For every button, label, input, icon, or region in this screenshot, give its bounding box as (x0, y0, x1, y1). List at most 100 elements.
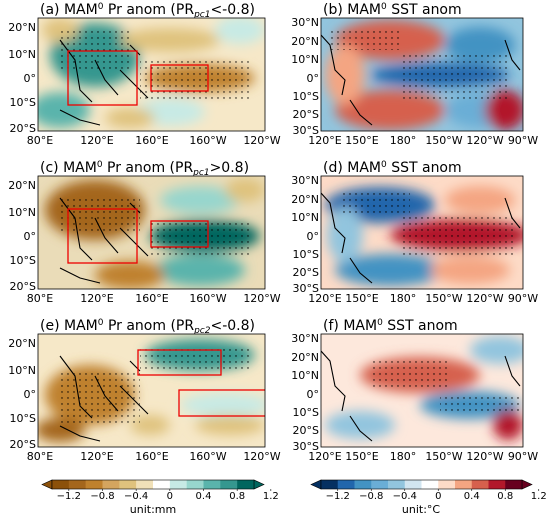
colorbar-swatch (153, 480, 171, 489)
tick-label: 20°S (10, 438, 36, 451)
tick-label: 120°W (243, 450, 280, 463)
tick-label: 30°S (293, 282, 319, 295)
colorbar-extend-low (41, 479, 53, 490)
tick-label: 20°N (291, 35, 319, 48)
colorbar-swatch (220, 480, 238, 489)
panel-a-map (38, 18, 265, 131)
colorbar-swatch (52, 480, 70, 489)
tick-label: 80°E (27, 134, 53, 147)
tick-label: 20°S (293, 424, 319, 437)
colorbar-tick-label: −1.2 (326, 491, 350, 502)
tick-label: 120°E (80, 134, 113, 147)
colorbar-tick-label: −1.2 (57, 491, 81, 502)
panel-d: (d) MAM0 SST anom (320, 160, 524, 290)
colorbar-tick-label: −0.8 (90, 491, 114, 502)
tick-label: 180° (390, 134, 417, 147)
panel-b: (b) MAM0 SST anom (320, 2, 524, 132)
tick-label: 10°N (291, 211, 319, 224)
colorbar-swatch (471, 480, 489, 489)
tick-label: 90°W (508, 292, 538, 305)
colorbar-tick-label: 0.4 (196, 491, 212, 502)
tick-label: 10°S (10, 412, 36, 425)
tick-label: 20°N (291, 351, 319, 364)
panel-f: (f) MAM0 SST anom (320, 318, 524, 448)
tick-label: 10°S (10, 96, 36, 109)
tick-label: 120°W (466, 450, 503, 463)
tick-label: 80°E (27, 450, 53, 463)
tick-label: 10°N (8, 206, 36, 219)
tick-label: 20°N (8, 21, 36, 34)
tick-label: 150°W (425, 450, 462, 463)
tick-label: 30°N (291, 16, 319, 29)
tick-label: 120°E (308, 450, 341, 463)
axis-ticks-left-col: 20°N 10°N 0° 10°S 20°S 80°E 120°E 160°E … (8, 21, 281, 463)
colorbar-swatch (321, 480, 339, 489)
panel-f-map (321, 334, 523, 447)
axis-ticks-right-col: 30°N 20°N 10°N 0° 10°S 20°S 30°S 120°E 1… (291, 16, 538, 463)
tick-label: 0° (24, 388, 37, 401)
panel-f-title: (f) MAM0 SST anom (323, 318, 458, 334)
colorbar-swatch (354, 480, 372, 489)
colorbar-tick-label: 0 (435, 491, 441, 502)
tick-label: 90°W (508, 134, 538, 147)
tick-label: 20°N (8, 337, 36, 350)
colorbar-swatch (404, 480, 422, 489)
colorbar-extend-high (253, 479, 265, 490)
tick-label: 20°S (293, 108, 319, 121)
colorbar-tick-label: −0.4 (393, 491, 417, 502)
tick-label: 90°W (508, 450, 538, 463)
tick-label: 180° (390, 292, 417, 305)
panel-d-map (321, 176, 523, 289)
colorbar-tick-label: −0.8 (359, 491, 383, 502)
tick-label: 120°W (243, 134, 280, 147)
panel-e-title: (e) MAM0 Pr anom (PRpc2<-0.8) (40, 318, 255, 336)
colorbar-tick-label: 0.8 (497, 491, 513, 502)
tick-label: 150°E (345, 134, 378, 147)
colorbar-swatch (455, 480, 473, 489)
tick-label: 10°N (291, 369, 319, 382)
colorbar-extend-high (521, 479, 533, 490)
colorbar-swatch (438, 480, 456, 489)
colorbar-extend-low (310, 479, 322, 490)
panel-b-map (321, 18, 523, 131)
colorbar-precip: −1.2 −0.8 −0.4 0 0.4 0.8 1.2 (41, 479, 279, 502)
tick-label: 30°S (293, 440, 319, 453)
panel-d-title: (d) MAM0 SST anom (323, 160, 462, 176)
colorbar-sst: −1.2 −0.8 −0.4 0 0.4 0.8 1.2 (310, 479, 547, 502)
panel-a-title: (a) MAM0 Pr anom (PRpc1<-0.8) (40, 2, 255, 20)
colorbar-precip-unit: unit:mm (130, 503, 176, 516)
tick-label: 150°W (425, 292, 462, 305)
colorbar-swatch (237, 480, 255, 489)
colorbar-swatch (136, 480, 154, 489)
panel-b-title: (b) MAM0 SST anom (323, 2, 462, 18)
colorbar-swatch (337, 480, 355, 489)
colorbar-swatch (203, 480, 221, 489)
panel-c-title: (c) MAM0 Pr anom (PRpc1>0.8) (40, 160, 249, 178)
tick-label: 0° (307, 72, 320, 85)
colorbar-tick-label: 0 (167, 491, 173, 502)
colorbar-swatch (388, 480, 406, 489)
tick-label: 160°W (189, 134, 226, 147)
tick-label: 150°E (345, 450, 378, 463)
tick-label: 120°W (466, 292, 503, 305)
tick-label: 10°S (293, 90, 319, 103)
tick-label: 0° (307, 230, 320, 243)
colorbar-swatch (85, 480, 103, 489)
panel-e: (e) MAM0 Pr anom (PRpc2<-0.8) (37, 318, 266, 448)
tick-label: 20°S (10, 280, 36, 293)
tick-label: 10°S (293, 406, 319, 419)
tick-label: 20°N (8, 179, 36, 192)
colorbar-tick-label: −0.4 (124, 491, 148, 502)
colorbar-sst-unit: unit:°C (402, 503, 441, 516)
colorbar-tick-label: 0.4 (464, 491, 480, 502)
tick-label: 160°W (189, 450, 226, 463)
colorbar-swatch (102, 480, 120, 489)
colorbar-swatch (488, 480, 506, 489)
colorbar-swatch (371, 480, 389, 489)
tick-label: 10°N (8, 364, 36, 377)
tick-label: 120°W (243, 292, 280, 305)
tick-label: 20°N (291, 193, 319, 206)
tick-label: 150°W (425, 134, 462, 147)
tick-label: 150°E (345, 292, 378, 305)
